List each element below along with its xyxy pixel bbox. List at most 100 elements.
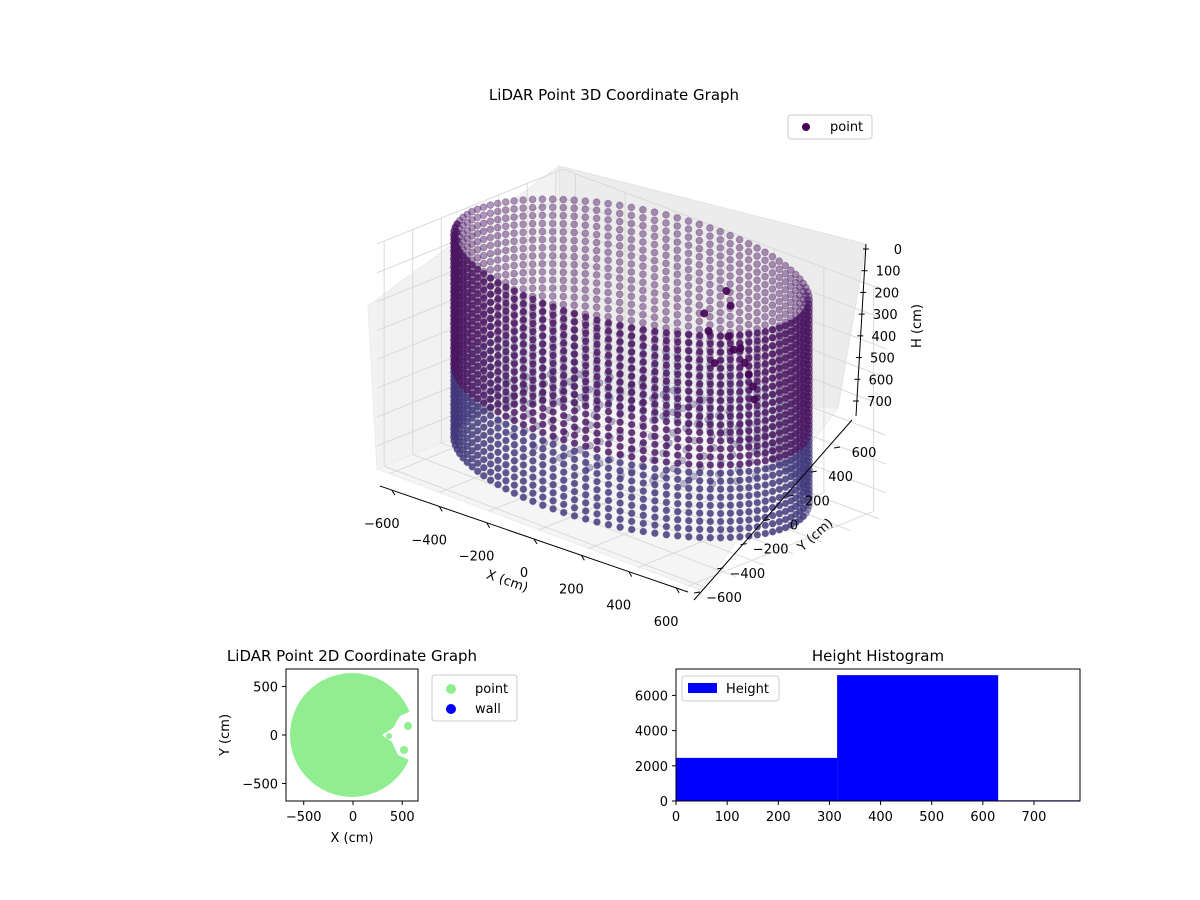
data-point-3d [570,293,579,302]
data-point-3d [559,476,568,485]
chart-3d: LiDAR Point 3D Coordinate Graph −600 −400… [364,86,925,630]
data-point-3d [615,233,624,242]
data-point-3d [706,461,715,469]
histogram-y-tick-label: 0 [660,795,668,810]
data-point-3d [673,418,682,427]
data-point-3d [673,302,682,311]
data-point-3d [479,219,488,228]
data-point-3d [468,398,477,407]
data-point-3d [486,201,495,210]
data-point-3d [706,240,714,249]
data-point-3d [468,414,477,423]
data-point-3d [706,469,715,478]
data-point-3d [716,235,725,244]
data-point-3d [781,378,790,387]
data-point-3d [775,509,784,518]
data-point-3d [519,420,528,429]
data-point-3d [662,328,671,337]
data-point-3d [519,299,528,308]
data-point-3d [651,408,659,417]
data-point-3d [538,355,547,364]
data-point-3d [716,517,725,526]
data-point-3d [775,348,784,357]
data-point-3d [468,325,477,334]
data-point-3d [716,268,725,277]
data-point-3d [795,291,804,300]
data-point-3d [559,395,568,404]
data-point-3d [786,298,795,307]
data-point-3d [761,424,770,433]
data-point-3d [753,316,761,325]
data-point-3d [528,260,537,269]
data-point-3d [494,335,502,344]
x-tick-mark [391,489,396,496]
data-point-3d [616,442,624,451]
data-point-3d [549,456,557,465]
data-point-3d [753,417,762,426]
data-point-3d [753,308,761,317]
data-point-3d [479,310,488,319]
data-point-3d [538,420,547,429]
data-point-3d [775,324,784,332]
data-point-3d [494,391,502,400]
data-point-3d [753,426,762,434]
data-point-3d [468,357,477,366]
chart-2d-y-tick-label: −500 [242,778,278,793]
data-point-3d [627,316,636,325]
data-point-3d [604,488,613,497]
data-point-3d [581,221,590,230]
data-point-3d [673,459,682,468]
data-point-3d [716,364,725,373]
data-point-3d [673,319,682,327]
data-point-3d [651,392,659,400]
data-point-3d [745,330,753,339]
data-point-3d [519,307,528,316]
data-point-3d [639,519,648,528]
y-tick-mark [833,446,841,449]
data-point-3d [627,477,636,485]
data-point-3d [502,476,510,485]
data-point-3d [639,246,647,255]
data-point-3d [493,231,502,240]
data-point-3d [627,227,636,236]
data-point-3d [581,302,590,311]
data-point-3d [615,266,624,274]
z-tick-label: 200 [874,286,899,301]
z-tick-label: 100 [876,265,901,280]
data-point-3d [519,461,528,469]
data-point-3d [502,380,510,388]
data-point-3d [684,387,693,396]
data-point-3d [768,309,777,318]
data-point-3d [510,295,519,304]
data-point-3d [529,400,537,409]
data-point-3d [662,458,671,466]
data-point-3d [768,471,777,480]
data-point-3d [627,469,636,477]
x-tick-mark [438,506,443,512]
data-point-3d [768,358,777,367]
legend-2d-point-label: point [475,682,508,697]
data-point-3d [745,532,753,540]
data-point-3d [581,418,590,427]
data-point-3d [538,195,547,204]
data-point-3d [559,322,568,331]
data-point-3d [604,296,612,305]
data-point-3d [510,269,518,278]
data-point-3d [616,378,624,386]
data-point-3d [616,474,624,483]
data-point-3d [684,306,693,314]
data-point-3d [650,305,659,314]
data-point-3d [662,514,671,523]
data-point-3d [768,439,777,447]
data-point-3d [662,243,670,252]
data-point-3d [627,243,636,252]
data-point-3d [479,326,488,335]
data-point-3d [726,452,735,461]
data-point-3d [570,487,579,496]
legend-2d: point wall [431,674,518,722]
data-point-3d [639,479,648,487]
data-point-3d [548,243,557,252]
data-point-3d [695,331,704,340]
data-point-3d [593,405,601,413]
data-point-3d [493,256,502,264]
